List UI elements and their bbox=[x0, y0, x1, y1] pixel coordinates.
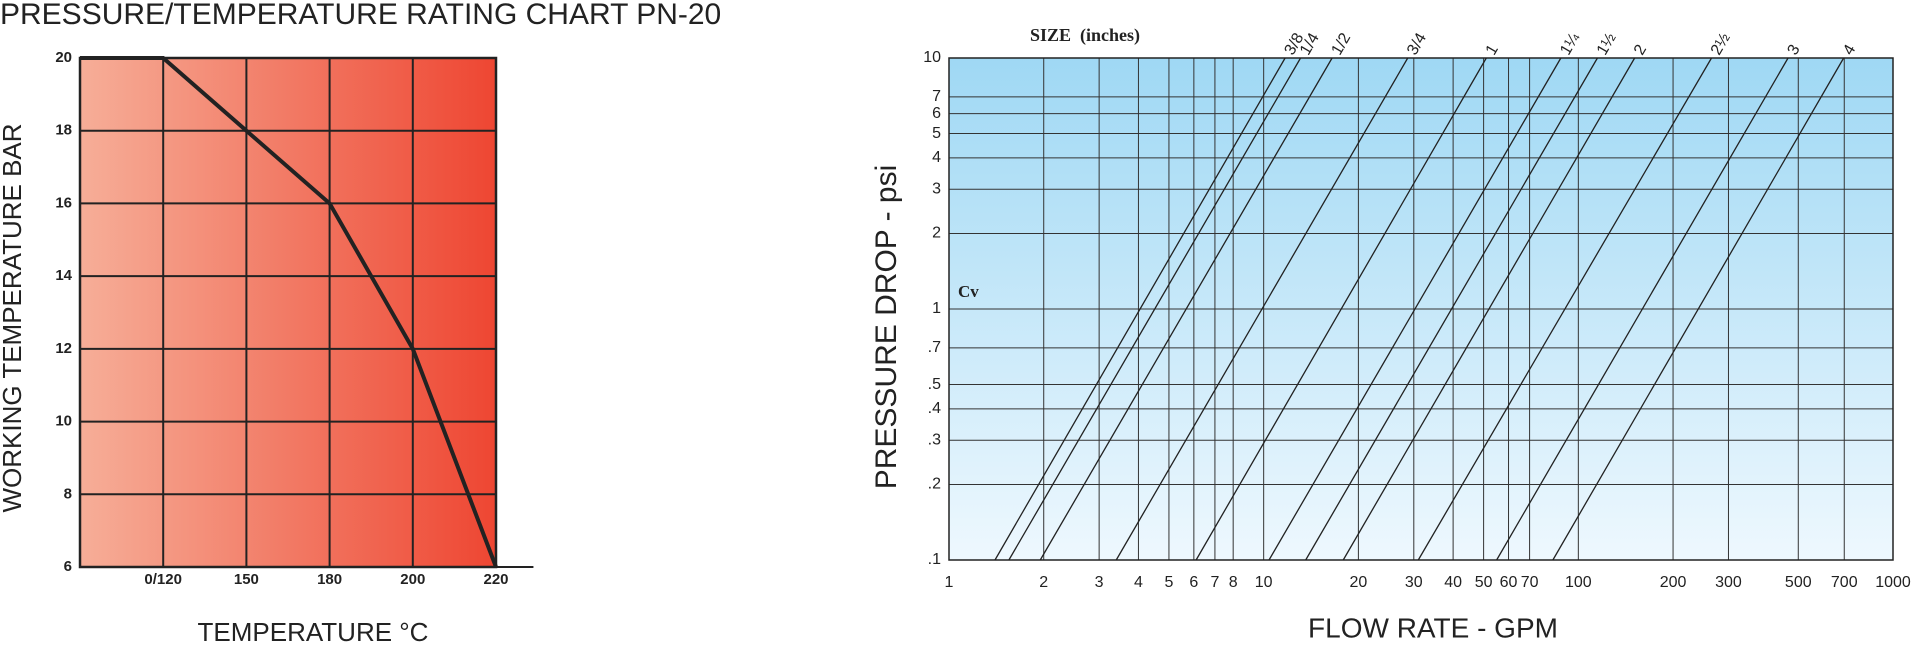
y-tick-label: 8 bbox=[64, 485, 72, 502]
x-tick-label: 300 bbox=[1715, 574, 1742, 591]
x-tick-label: 100 bbox=[1565, 574, 1592, 591]
x-tick-label: 40 bbox=[1444, 574, 1462, 591]
chart-title: PRESSURE/TEMPERATURE RATING CHART PN-20 bbox=[0, 0, 721, 31]
x-tick-label: 180 bbox=[317, 571, 342, 588]
series-label: 1¼ bbox=[1557, 30, 1583, 58]
series-line bbox=[1342, 57, 1636, 561]
series-label: 1 bbox=[1483, 42, 1502, 58]
y-tick-label: 3 bbox=[932, 180, 941, 197]
series-line bbox=[1039, 57, 1333, 561]
y-tick-label: 10 bbox=[55, 413, 72, 430]
plot-frame bbox=[78, 56, 498, 569]
series-line bbox=[1115, 57, 1409, 561]
x-tick-label: 700 bbox=[1831, 574, 1858, 591]
x-tick-label: 220 bbox=[483, 571, 508, 588]
y-tick-label: .7 bbox=[928, 339, 941, 356]
series-line bbox=[1008, 57, 1302, 561]
series-label: 2 bbox=[1631, 42, 1650, 58]
series-line bbox=[1552, 57, 1845, 561]
y-tick-label: 6 bbox=[932, 105, 941, 122]
series-line bbox=[1195, 57, 1487, 561]
x-tick-label: 7 bbox=[1210, 574, 1219, 591]
x-tick-label: 60 bbox=[1500, 574, 1518, 591]
series-label: 1½ bbox=[1594, 30, 1620, 58]
size-title: SIZE (inches) bbox=[1030, 25, 1140, 46]
x-tick-label: 2 bbox=[1039, 574, 1048, 591]
series-line bbox=[1496, 57, 1789, 561]
x-tick-label: 8 bbox=[1229, 574, 1238, 591]
y-tick-label: 20 bbox=[55, 49, 72, 66]
y-tick-label: .3 bbox=[928, 431, 941, 448]
x-tick-label: 1 bbox=[945, 574, 954, 591]
x-tick-label: 10 bbox=[1255, 574, 1273, 591]
y-tick-label: 1 bbox=[932, 300, 941, 317]
plot-background bbox=[80, 58, 496, 567]
plot-frame bbox=[948, 57, 1894, 561]
series-line bbox=[1417, 57, 1713, 561]
series-line bbox=[80, 56, 498, 568]
y-tick-label: .4 bbox=[928, 400, 941, 417]
x-axis-label: FLOW RATE - GPM bbox=[1308, 612, 1558, 643]
series-label: 3 bbox=[1784, 42, 1803, 58]
series-label: 3/4 bbox=[1404, 30, 1430, 58]
y-tick-label: 5 bbox=[932, 125, 941, 142]
x-tick-label: 200 bbox=[1660, 574, 1687, 591]
y-tick-label: 7 bbox=[932, 88, 941, 105]
y-tick-label: 16 bbox=[55, 194, 72, 211]
y-tick-label: 10 bbox=[923, 49, 941, 66]
x-tick-label: 20 bbox=[1349, 574, 1367, 591]
y-axis-label: PRESSURE DROP - psi bbox=[870, 165, 903, 490]
series-label: 4 bbox=[1840, 42, 1859, 58]
series-line bbox=[994, 57, 1286, 561]
x-tick-label: 50 bbox=[1475, 574, 1493, 591]
x-tick-label: 0/120 bbox=[144, 571, 182, 588]
y-tick-label: .2 bbox=[928, 476, 941, 493]
y-tick-label: 2 bbox=[932, 225, 941, 242]
y-tick-label: .1 bbox=[928, 551, 941, 568]
x-tick-label: 200 bbox=[400, 571, 425, 588]
series-label: 1/4 bbox=[1297, 30, 1323, 58]
x-tick-label: 3 bbox=[1095, 574, 1104, 591]
y-tick-label: 6 bbox=[64, 558, 72, 575]
series-label: 1/2 bbox=[1328, 30, 1354, 58]
y-tick-label: 18 bbox=[55, 122, 72, 139]
y-tick-label: .5 bbox=[928, 376, 941, 393]
x-tick-label: 150 bbox=[234, 571, 259, 588]
x-tick-label: 30 bbox=[1405, 574, 1423, 591]
x-tick-label: 4 bbox=[1134, 574, 1143, 591]
x-tick-label: 70 bbox=[1521, 574, 1539, 591]
annotation: Cv bbox=[958, 282, 979, 301]
x-tick-label: 6 bbox=[1189, 574, 1198, 591]
y-tick-label: 12 bbox=[55, 340, 72, 357]
x-tick-label: 500 bbox=[1785, 574, 1812, 591]
x-tick-label: 1000 bbox=[1875, 574, 1911, 591]
x-tick-label: 5 bbox=[1164, 574, 1173, 591]
y-tick-label: 4 bbox=[932, 149, 941, 166]
x-axis-label: TEMPERATURE °C bbox=[198, 617, 429, 646]
y-tick-label: 14 bbox=[55, 267, 72, 284]
y-axis-label: WORKING TEMPERATURE BAR bbox=[0, 123, 27, 512]
series-label: 2½ bbox=[1708, 30, 1734, 58]
series-line bbox=[1305, 57, 1598, 561]
series-line bbox=[1268, 57, 1562, 561]
